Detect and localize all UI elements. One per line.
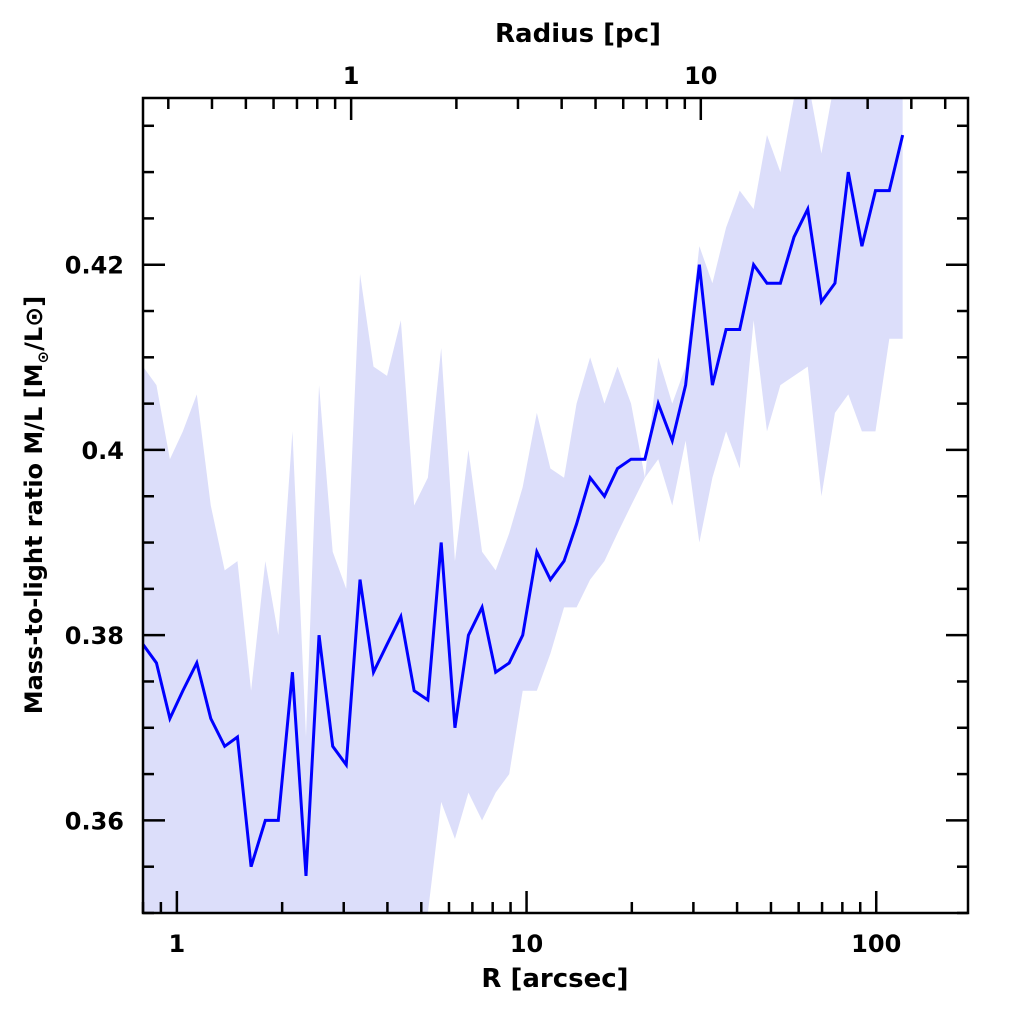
plot-frame [141,96,970,915]
top-axis-title: Radius [pc] [495,19,661,49]
y-tick-label: 0.42 [65,252,124,280]
y-tick-label: 0.36 [65,807,124,835]
y-axis-title: Mass-to-light ratio M/L [M⊙/L⊙] [20,296,52,715]
top-tick-label: 1 [343,62,360,90]
ml-profile-line [143,134,905,877]
x-axis-title: R [arcsec] [481,964,628,994]
x-tick-label: 10 [510,930,543,958]
top-tick-label: 10 [684,62,717,90]
uncertainty-band [143,98,903,913]
y-tick-label: 0.4 [81,437,124,465]
x-tick-label: 100 [851,930,901,958]
x-tick-label: 1 [169,930,186,958]
y-tick-label: 0.38 [65,622,124,650]
